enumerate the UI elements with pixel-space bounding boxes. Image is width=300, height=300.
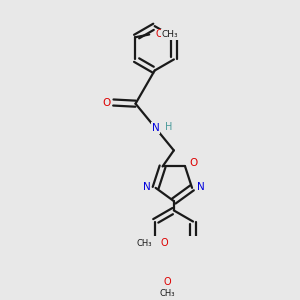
Text: N: N (197, 182, 205, 192)
Text: N: N (152, 123, 160, 133)
Text: N: N (143, 182, 151, 192)
Text: CH₃: CH₃ (137, 239, 152, 248)
Text: O: O (189, 158, 197, 168)
Text: O: O (161, 238, 168, 248)
Text: CH₃: CH₃ (159, 289, 175, 298)
Text: CH₃: CH₃ (161, 30, 178, 39)
Text: O: O (102, 98, 110, 107)
Text: O: O (155, 29, 163, 40)
Text: H: H (164, 122, 172, 132)
Text: O: O (163, 277, 171, 287)
